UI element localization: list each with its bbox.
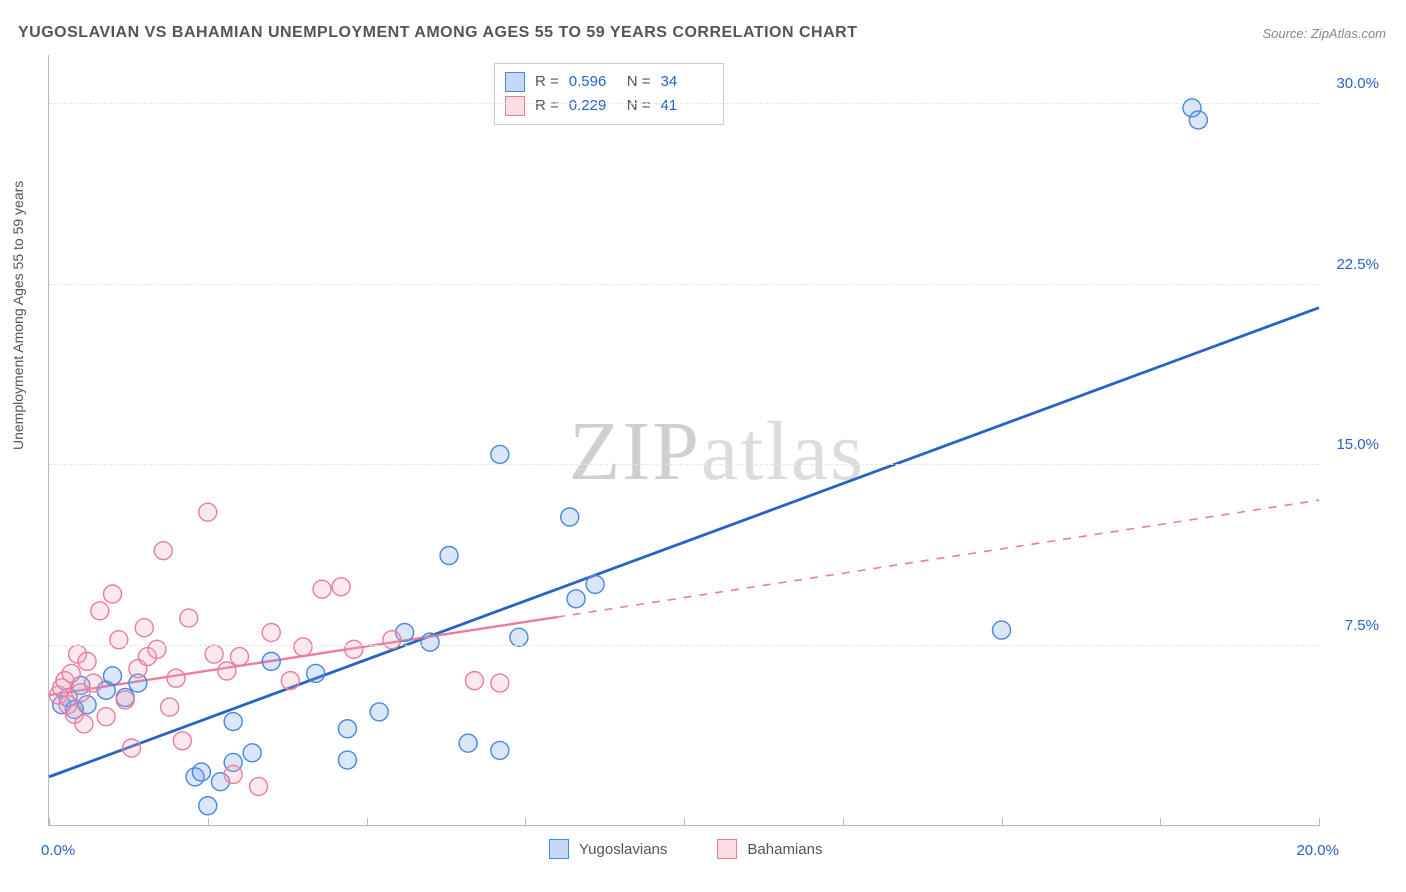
data-point [281, 672, 299, 690]
gridline [49, 103, 1319, 104]
data-point [567, 590, 585, 608]
y-tick-label: 15.0% [1336, 436, 1379, 453]
data-point [338, 720, 356, 738]
data-point [383, 631, 401, 649]
legend-label: Bahamians [747, 841, 822, 858]
correlation-stats-box: R = 0.596 N = 34 R = 0.229 N = 41 [494, 63, 724, 125]
y-axis-label: Unemployment Among Ages 55 to 59 years [10, 181, 26, 450]
data-point [993, 621, 1011, 639]
data-point [313, 580, 331, 598]
swatch-icon [717, 839, 737, 859]
data-point [199, 797, 217, 815]
data-point [180, 609, 198, 627]
data-point [84, 674, 102, 692]
swatch-icon [549, 839, 569, 859]
gridline [49, 464, 1319, 465]
data-point [218, 662, 236, 680]
x-tick [208, 818, 209, 826]
x-tick [367, 818, 368, 826]
data-point [491, 674, 509, 692]
data-point [104, 585, 122, 603]
data-point [262, 624, 280, 642]
data-point [62, 664, 80, 682]
x-tick [843, 818, 844, 826]
data-point [116, 691, 134, 709]
x-tick [525, 818, 526, 826]
data-point [491, 445, 509, 463]
data-point [586, 575, 604, 593]
data-point [97, 708, 115, 726]
legend-label: Yugoslavians [579, 841, 667, 858]
data-point [262, 652, 280, 670]
data-point [561, 508, 579, 526]
r-label: R = [535, 94, 559, 118]
data-point [440, 547, 458, 565]
data-point [243, 744, 261, 762]
data-point [173, 732, 191, 750]
trend-line-extrapolated [557, 500, 1319, 617]
chart-container: YUGOSLAVIAN VS BAHAMIAN UNEMPLOYMENT AMO… [0, 0, 1406, 892]
data-point [332, 578, 350, 596]
trend-line-extrapolated [576, 308, 1319, 582]
data-point [224, 765, 242, 783]
n-value: 34 [661, 70, 709, 94]
data-point [167, 669, 185, 687]
data-point [154, 542, 172, 560]
x-tick [1002, 818, 1003, 826]
data-point [104, 667, 122, 685]
data-point [338, 751, 356, 769]
plot-area: ZIPatlas R = 0.596 N = 34 R = 0.229 N = … [48, 55, 1319, 826]
n-value: 41 [661, 94, 709, 118]
x-tick [1160, 818, 1161, 826]
n-label: N = [627, 70, 651, 94]
data-point [1189, 111, 1207, 129]
source-attribution: Source: ZipAtlas.com [1262, 26, 1386, 41]
plot-svg [49, 55, 1319, 825]
data-point [370, 703, 388, 721]
data-point [91, 602, 109, 620]
y-tick-label: 22.5% [1336, 256, 1379, 273]
swatch-icon [505, 96, 525, 116]
chart-title: YUGOSLAVIAN VS BAHAMIAN UNEMPLOYMENT AMO… [18, 24, 857, 42]
data-point [205, 645, 223, 663]
data-point [421, 633, 439, 651]
data-point [78, 652, 96, 670]
r-value: 0.596 [569, 70, 617, 94]
data-point [148, 640, 166, 658]
y-tick-label: 30.0% [1336, 75, 1379, 92]
legend: Yugoslavians Bahamians [549, 839, 822, 859]
data-point [192, 763, 210, 781]
data-point [135, 619, 153, 637]
x-tick-label: 0.0% [41, 842, 75, 859]
stats-row-yugoslavians: R = 0.596 N = 34 [505, 70, 709, 94]
data-point [459, 734, 477, 752]
y-tick-label: 7.5% [1345, 617, 1379, 634]
data-point [231, 648, 249, 666]
data-point [199, 503, 217, 521]
x-tick [1319, 818, 1320, 826]
x-tick [49, 818, 50, 826]
r-value: 0.229 [569, 94, 617, 118]
data-point [465, 672, 483, 690]
r-label: R = [535, 70, 559, 94]
data-point [250, 778, 268, 796]
stats-row-bahamians: R = 0.229 N = 41 [505, 94, 709, 118]
data-point [294, 638, 312, 656]
data-point [307, 664, 325, 682]
n-label: N = [627, 94, 651, 118]
data-point [75, 715, 93, 733]
data-point [110, 631, 128, 649]
gridline [49, 284, 1319, 285]
data-point [161, 698, 179, 716]
x-tick-label: 20.0% [1296, 842, 1339, 859]
gridline [49, 645, 1319, 646]
data-point [491, 741, 509, 759]
data-point [123, 739, 141, 757]
x-tick [684, 818, 685, 826]
data-point [345, 640, 363, 658]
swatch-icon [505, 72, 525, 92]
data-point [224, 713, 242, 731]
